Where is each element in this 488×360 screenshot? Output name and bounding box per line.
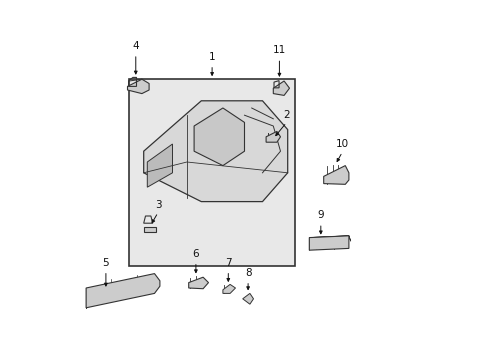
Text: 7: 7 bbox=[224, 258, 231, 268]
Polygon shape bbox=[127, 79, 149, 94]
Text: 9: 9 bbox=[317, 210, 324, 220]
Polygon shape bbox=[188, 277, 208, 289]
Text: 8: 8 bbox=[244, 268, 251, 278]
Text: 10: 10 bbox=[335, 139, 348, 149]
Polygon shape bbox=[273, 81, 289, 95]
Polygon shape bbox=[265, 131, 280, 142]
Polygon shape bbox=[86, 274, 160, 308]
Polygon shape bbox=[194, 108, 244, 166]
Text: 11: 11 bbox=[272, 45, 285, 55]
Polygon shape bbox=[242, 293, 253, 304]
Text: 5: 5 bbox=[102, 258, 109, 268]
Bar bbox=[129, 79, 294, 266]
Text: 4: 4 bbox=[132, 41, 139, 51]
Text: 2: 2 bbox=[283, 109, 289, 120]
Polygon shape bbox=[147, 144, 172, 187]
Polygon shape bbox=[309, 236, 348, 250]
Polygon shape bbox=[223, 284, 235, 293]
Text: 3: 3 bbox=[155, 199, 161, 210]
Polygon shape bbox=[143, 101, 287, 202]
Text: 1: 1 bbox=[208, 52, 215, 62]
Polygon shape bbox=[143, 227, 156, 232]
Text: 6: 6 bbox=[192, 249, 199, 259]
Polygon shape bbox=[323, 166, 348, 184]
